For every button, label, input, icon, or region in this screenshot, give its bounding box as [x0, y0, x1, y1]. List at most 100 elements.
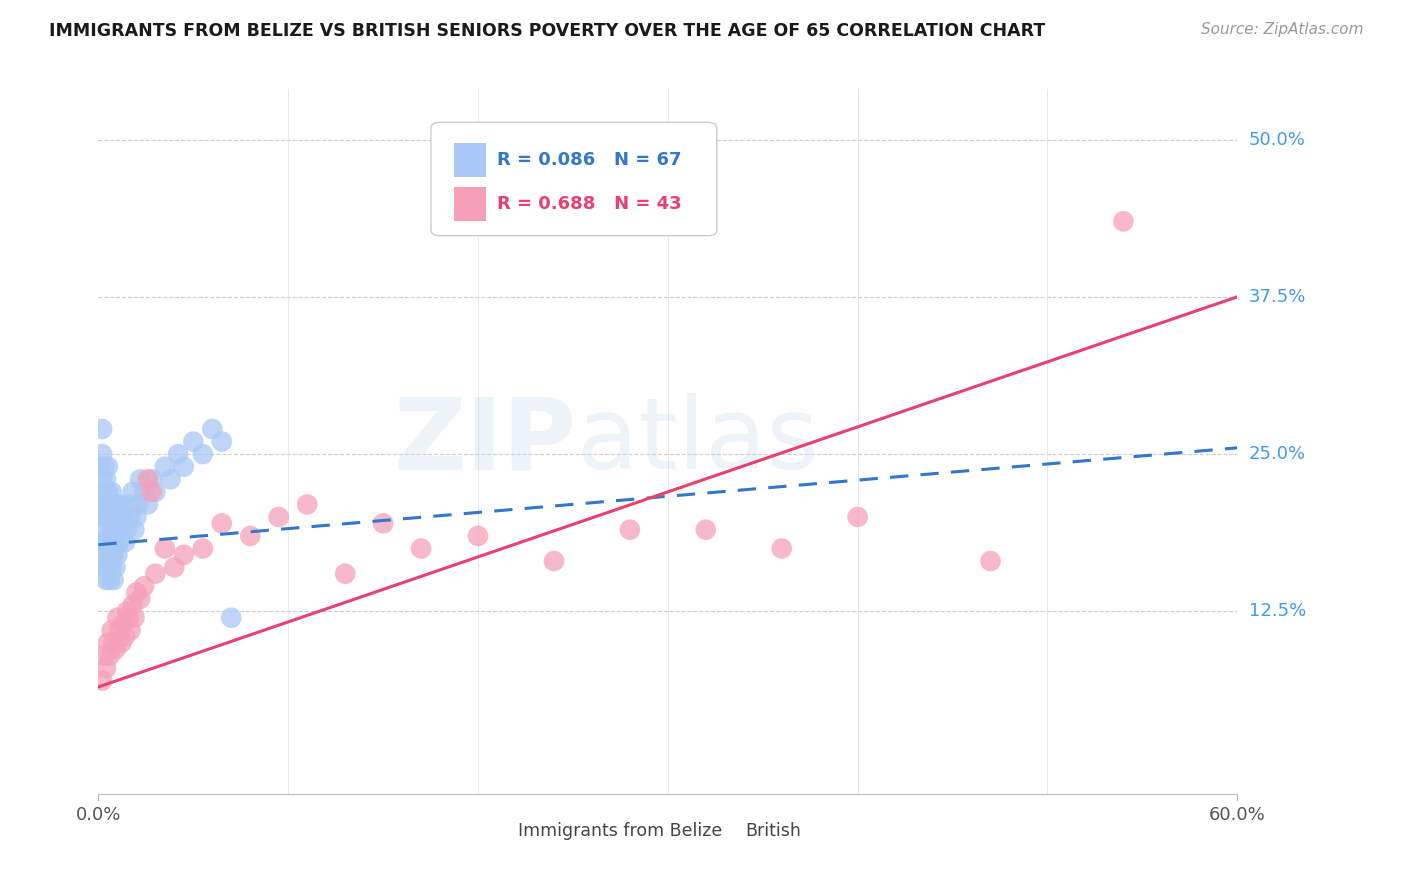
Point: [141, 472, 163, 486]
Text: R = 0.688   N = 43: R = 0.688 N = 43: [498, 195, 682, 213]
Point: [129, 591, 152, 606]
Point: [98, 548, 121, 562]
Point: [118, 498, 141, 512]
Point: [91, 447, 114, 461]
Point: [125, 585, 148, 599]
Point: [108, 510, 131, 524]
Point: [100, 484, 122, 499]
Point: [93, 484, 115, 499]
FancyBboxPatch shape: [454, 144, 485, 178]
Point: [371, 516, 394, 531]
Point: [107, 523, 129, 537]
Point: [91, 422, 114, 436]
Point: [97, 510, 120, 524]
Point: [120, 510, 142, 524]
Point: [94, 472, 117, 486]
Text: 37.5%: 37.5%: [1249, 288, 1306, 306]
Text: atlas: atlas: [576, 393, 818, 490]
Point: [167, 447, 190, 461]
Point: [211, 516, 233, 531]
Point: [136, 472, 159, 486]
Point: [107, 611, 129, 625]
Point: [97, 459, 120, 474]
Point: [104, 560, 127, 574]
Point: [129, 472, 152, 486]
Point: [335, 566, 357, 581]
Point: [125, 510, 148, 524]
Point: [221, 611, 243, 625]
Point: [411, 541, 433, 556]
Point: [100, 624, 122, 638]
Point: [127, 498, 149, 512]
Point: [846, 510, 869, 524]
Point: [141, 484, 163, 499]
Point: [121, 598, 143, 612]
Point: [93, 459, 115, 474]
Point: [97, 535, 120, 549]
Point: [132, 579, 155, 593]
Point: [183, 434, 205, 449]
Point: [267, 510, 290, 524]
Point: [118, 611, 141, 625]
Point: [94, 573, 117, 587]
Text: Immigrants from Belize: Immigrants from Belize: [517, 822, 721, 840]
Text: Source: ZipAtlas.com: Source: ZipAtlas.com: [1201, 22, 1364, 37]
Point: [114, 535, 136, 549]
Point: [100, 560, 122, 574]
FancyBboxPatch shape: [454, 187, 485, 221]
Point: [115, 604, 138, 618]
Point: [153, 459, 176, 474]
Point: [163, 560, 186, 574]
Point: [110, 523, 132, 537]
Point: [100, 535, 122, 549]
Text: IMMIGRANTS FROM BELIZE VS BRITISH SENIORS POVERTY OVER THE AGE OF 65 CORRELATION: IMMIGRANTS FROM BELIZE VS BRITISH SENIOR…: [49, 22, 1046, 40]
Point: [98, 523, 121, 537]
Point: [97, 484, 120, 499]
Point: [108, 624, 131, 638]
Point: [145, 484, 167, 499]
Point: [97, 636, 120, 650]
Point: [104, 510, 127, 524]
Point: [104, 535, 127, 549]
Point: [103, 573, 125, 587]
Point: [100, 510, 122, 524]
Point: [107, 548, 129, 562]
Point: [94, 548, 117, 562]
Text: 25.0%: 25.0%: [1249, 445, 1306, 463]
Point: [110, 636, 132, 650]
Point: [297, 498, 319, 512]
Point: [173, 548, 195, 562]
Point: [239, 529, 262, 543]
Text: R = 0.086   N = 67: R = 0.086 N = 67: [498, 152, 682, 169]
Point: [124, 611, 146, 625]
Point: [104, 642, 127, 657]
Point: [191, 447, 214, 461]
Point: [98, 573, 121, 587]
Text: 50.0%: 50.0%: [1249, 130, 1306, 149]
FancyBboxPatch shape: [479, 818, 509, 845]
Point: [89, 548, 111, 562]
Point: [979, 554, 1001, 568]
Point: [153, 541, 176, 556]
Point: [89, 459, 111, 474]
Point: [91, 535, 114, 549]
Point: [93, 510, 115, 524]
Point: [619, 523, 641, 537]
Point: [136, 498, 159, 512]
Point: [110, 498, 132, 512]
Point: [91, 673, 114, 688]
Point: [93, 535, 115, 549]
Point: [98, 498, 121, 512]
Point: [201, 422, 224, 436]
Point: [145, 566, 167, 581]
Point: [98, 648, 121, 663]
Point: [132, 484, 155, 499]
Text: British: British: [745, 822, 801, 840]
Point: [93, 560, 115, 574]
Point: [770, 541, 793, 556]
Point: [93, 648, 115, 663]
FancyBboxPatch shape: [432, 122, 717, 235]
Point: [695, 523, 717, 537]
Text: ZIP: ZIP: [394, 393, 576, 490]
Text: 12.5%: 12.5%: [1249, 602, 1306, 621]
